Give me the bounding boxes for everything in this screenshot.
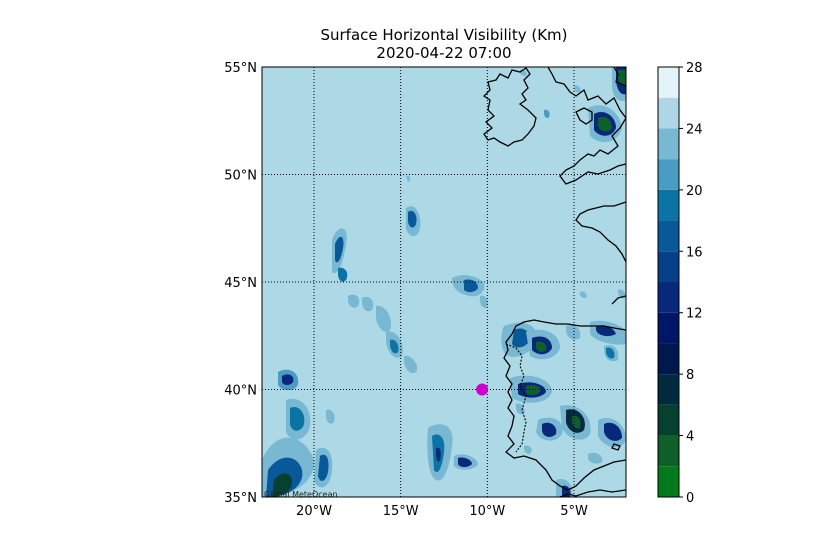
colorbar-tick-label: 20 [686, 184, 703, 199]
colorbar-tick-label: 4 [686, 430, 694, 445]
lat-tick-label: 40°N [224, 384, 257, 399]
colorbar-band [658, 282, 679, 313]
map-timestamp: 2020-04-22 07:00 [376, 44, 512, 62]
lat-tick-label: 45°N [224, 276, 257, 291]
map-panel: Global MeteOcean 35°N 40°N 45°N 50°N 55°N 20… [224, 61, 627, 519]
colorbar-band [658, 67, 679, 98]
colorbar-band [658, 189, 679, 221]
lat-tick-label: 55°N [224, 61, 257, 76]
map-title: Surface Horizontal Visibility (Km) [320, 26, 568, 44]
map-frame [261, 66, 627, 498]
colorbar-frame [657, 66, 680, 498]
colorbar-band [658, 128, 679, 160]
colorbar-band [658, 374, 679, 405]
colorbar-band [658, 159, 679, 190]
lon-tick-label: 5°W [560, 504, 588, 519]
graticule [262, 67, 626, 497]
colorbar-ticks: 0 4 8 12 16 20 24 28 [679, 61, 703, 506]
colorbar-band [658, 404, 679, 436]
colorbar-tick-label: 16 [686, 245, 703, 260]
lon-tick-label: 10°W [469, 504, 505, 519]
latitude-labels: 35°N 40°N 45°N 50°N 55°N [224, 61, 257, 506]
colorbar-band [658, 466, 679, 497]
colorbar-tick-label: 8 [686, 368, 694, 383]
longitude-labels: 20°W 15°W 10°W 5°W [296, 504, 588, 519]
colorbar-band [658, 312, 679, 344]
colorbar-tick-label: 24 [686, 122, 703, 137]
colorbar-band [658, 251, 679, 282]
colorbar-bands [658, 67, 679, 497]
location-marker[interactable] [476, 383, 489, 396]
lon-tick-label: 15°W [383, 504, 419, 519]
coastlines [482, 67, 626, 497]
colorbar-tick-label: 28 [686, 61, 703, 76]
colorbar-band [658, 97, 679, 129]
colorbar-band [658, 220, 679, 252]
colorbar-band [658, 343, 679, 375]
lon-tick-label: 20°W [296, 504, 332, 519]
lat-tick-label: 35°N [224, 491, 257, 506]
colorbar-tick-label: 0 [686, 491, 694, 506]
colorbar-band [658, 435, 679, 467]
lat-tick-label: 50°N [224, 169, 257, 184]
colorbar: 0 4 8 12 16 20 24 28 [657, 61, 703, 506]
colorbar-tick-label: 12 [686, 307, 703, 322]
visibility-contours [262, 67, 626, 497]
credit-text: Global MeteOcean [264, 490, 338, 499]
